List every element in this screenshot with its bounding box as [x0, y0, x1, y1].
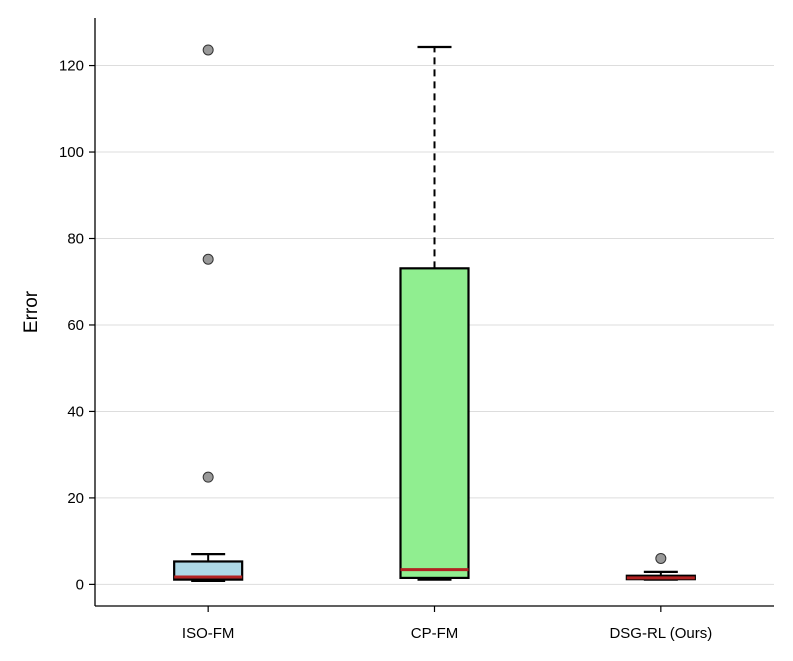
y-tick-label: 20 — [67, 490, 84, 507]
x-tick-label: ISO-FM — [182, 625, 235, 642]
y-tick-label: 100 — [59, 144, 84, 161]
box-iqr — [399, 267, 470, 579]
box-group — [625, 552, 696, 581]
box-iqr — [173, 560, 244, 581]
x-tick-label: DSG-RL (Ours) — [609, 625, 712, 642]
box-group — [399, 45, 470, 581]
outlier-point — [202, 44, 214, 56]
outlier-point — [202, 253, 214, 265]
box-group — [173, 44, 244, 583]
y-tick-label: 80 — [67, 231, 84, 248]
y-tick-label: 60 — [67, 317, 84, 334]
y-tick-label: 40 — [67, 403, 84, 420]
x-tick-label: CP-FM — [411, 625, 459, 642]
outlier-point — [202, 471, 214, 483]
y-tick-label: 0 — [76, 576, 84, 593]
y-ticks: 0 20 40 60 80 100 120 — [59, 58, 95, 593]
x-ticks: ISO-FM CP-FM DSG-RL (Ours) — [182, 606, 712, 642]
boxes — [173, 44, 696, 583]
y-tick-label: 120 — [59, 58, 84, 75]
y-axis-title: Error — [21, 290, 42, 333]
outlier-point — [655, 552, 667, 564]
